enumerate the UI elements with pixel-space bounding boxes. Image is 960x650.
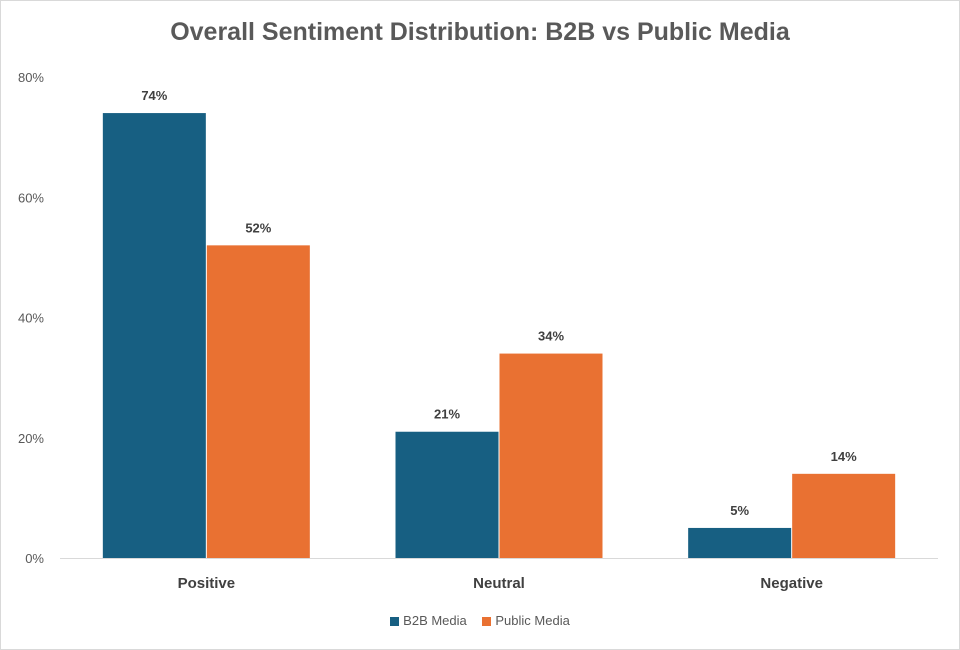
x-category-label: Negative xyxy=(760,575,823,592)
chart-legend: B2B Media Public Media xyxy=(0,613,960,629)
y-tick-label: 60% xyxy=(18,190,44,205)
data-label: 52% xyxy=(245,220,271,235)
data-label: 21% xyxy=(434,407,460,422)
data-label: 14% xyxy=(831,449,857,464)
bar-b2b-media xyxy=(688,527,792,558)
data-label: 74% xyxy=(141,88,167,103)
bar-public-media xyxy=(499,353,603,558)
legend-label-b2b-media: B2B Media xyxy=(403,613,467,628)
bar-b2b-media xyxy=(102,113,206,558)
y-tick-label: 0% xyxy=(25,551,44,566)
data-label: 34% xyxy=(538,329,564,344)
legend-item-b2b-media: B2B Media xyxy=(390,613,467,629)
y-tick-label: 80% xyxy=(18,70,44,85)
legend-swatch-public-media xyxy=(482,617,492,626)
data-label: 5% xyxy=(730,503,749,518)
bar-public-media xyxy=(792,473,896,558)
bar-public-media xyxy=(206,245,310,558)
bar-b2b-media xyxy=(395,431,499,558)
x-category-label: Neutral xyxy=(473,575,525,592)
legend-swatch-b2b-media xyxy=(390,617,400,626)
x-category-label: Positive xyxy=(178,575,236,592)
y-tick-label: 40% xyxy=(18,311,44,326)
chart-title: Overall Sentiment Distribution: B2B vs P… xyxy=(170,18,790,46)
legend-item-public-media: Public Media xyxy=(482,613,570,629)
y-tick-label: 20% xyxy=(18,431,44,446)
legend-label-public-media: Public Media xyxy=(495,613,570,628)
